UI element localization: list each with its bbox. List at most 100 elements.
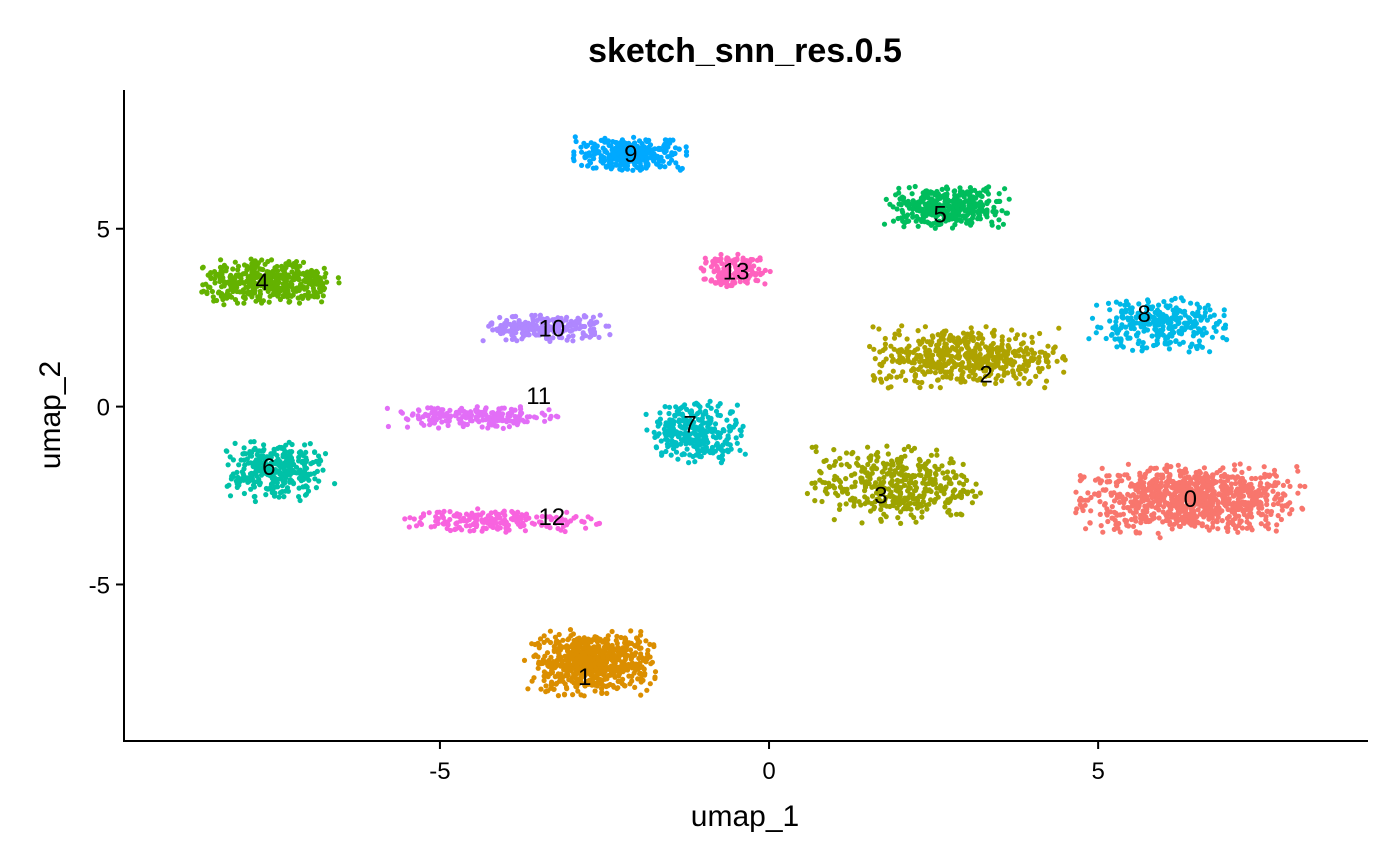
data-point xyxy=(1249,475,1255,482)
data-point xyxy=(626,154,632,161)
data-point xyxy=(217,275,223,281)
data-point xyxy=(909,360,915,366)
data-point xyxy=(1023,346,1029,353)
data-point xyxy=(957,185,963,191)
data-point xyxy=(947,476,953,483)
data-point xyxy=(1153,328,1159,334)
data-point xyxy=(293,262,299,268)
data-point xyxy=(932,476,938,482)
data-point xyxy=(898,509,904,515)
data-point xyxy=(1130,523,1137,530)
data-point xyxy=(738,432,744,439)
data-point xyxy=(270,471,276,477)
data-point xyxy=(978,332,984,338)
data-point xyxy=(490,327,496,333)
data-point xyxy=(989,362,995,368)
data-point xyxy=(307,272,313,278)
data-point xyxy=(668,428,675,434)
data-point xyxy=(1219,508,1225,514)
data-point xyxy=(494,326,500,332)
data-point xyxy=(1230,505,1236,511)
data-point xyxy=(935,332,941,338)
data-point xyxy=(1138,515,1144,521)
data-point xyxy=(542,412,548,418)
data-point xyxy=(1198,317,1204,323)
data-point xyxy=(441,508,447,514)
data-point xyxy=(644,158,650,164)
data-point xyxy=(1202,305,1208,311)
data-point xyxy=(1207,307,1213,313)
data-point xyxy=(1215,526,1221,532)
data-point xyxy=(1146,481,1152,487)
data-point xyxy=(684,446,690,452)
data-point xyxy=(218,257,224,263)
data-point xyxy=(272,490,278,496)
data-point xyxy=(889,493,895,499)
data-point xyxy=(590,314,597,320)
data-point xyxy=(605,683,611,689)
data-point xyxy=(1175,509,1181,515)
data-point xyxy=(855,462,861,468)
data-point xyxy=(223,448,229,454)
data-point xyxy=(734,402,741,408)
data-point xyxy=(509,336,515,342)
data-point xyxy=(929,356,935,362)
data-point xyxy=(540,657,546,663)
data-point xyxy=(910,214,916,220)
data-point xyxy=(570,333,576,339)
data-point xyxy=(948,512,954,518)
data-point xyxy=(1016,381,1022,387)
data-point xyxy=(599,639,606,645)
data-point xyxy=(1237,503,1243,509)
data-point xyxy=(1119,494,1125,500)
data-point xyxy=(924,506,930,512)
data-point xyxy=(1215,514,1221,521)
data-point xyxy=(633,155,639,161)
data-point xyxy=(1207,349,1213,355)
data-point xyxy=(942,486,948,492)
data-point xyxy=(1125,335,1131,341)
data-point xyxy=(955,209,961,215)
data-point xyxy=(1196,326,1202,332)
data-point xyxy=(1278,516,1284,523)
data-point xyxy=(676,419,682,425)
data-point xyxy=(1238,489,1244,495)
data-point xyxy=(630,144,636,150)
data-point xyxy=(579,335,585,341)
data-point xyxy=(300,484,306,490)
data-point xyxy=(227,293,233,300)
data-point xyxy=(884,471,890,477)
data-point xyxy=(1247,510,1253,516)
data-point xyxy=(867,343,873,350)
data-point xyxy=(469,418,475,424)
data-point xyxy=(899,468,905,474)
data-point xyxy=(290,292,296,298)
data-point xyxy=(313,458,319,464)
data-point xyxy=(1176,468,1183,474)
data-point xyxy=(522,319,529,325)
data-point xyxy=(968,193,974,199)
data-point xyxy=(555,414,561,420)
data-point xyxy=(1111,509,1118,515)
data-point xyxy=(479,424,485,430)
cluster-6-points xyxy=(223,439,338,505)
data-point xyxy=(1135,313,1141,319)
data-point xyxy=(617,162,623,168)
data-point xyxy=(858,475,864,481)
data-point xyxy=(1205,510,1211,516)
data-point xyxy=(663,137,669,143)
data-point xyxy=(306,477,312,483)
data-point xyxy=(1166,501,1172,508)
data-point xyxy=(1265,508,1271,514)
data-point xyxy=(1162,341,1168,347)
data-point xyxy=(896,185,902,191)
data-point xyxy=(467,528,473,534)
data-point xyxy=(852,483,858,489)
data-point xyxy=(1171,503,1177,509)
data-point xyxy=(507,321,513,327)
data-point xyxy=(317,277,324,283)
data-point xyxy=(899,207,905,213)
data-point xyxy=(553,640,559,647)
data-point xyxy=(266,269,272,275)
